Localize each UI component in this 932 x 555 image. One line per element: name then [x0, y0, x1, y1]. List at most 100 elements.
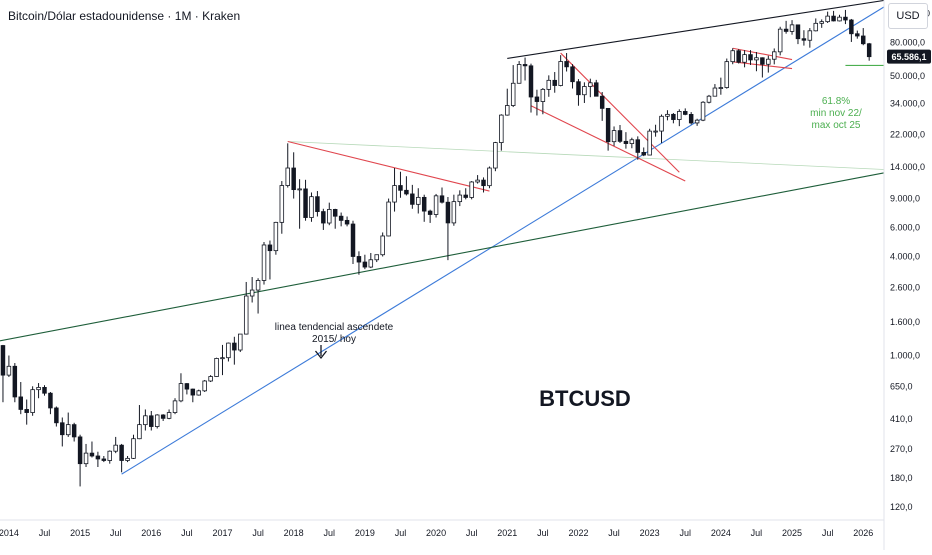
y-tick-label: 80.000,0: [890, 37, 925, 47]
candle-up: [249, 289, 255, 297]
candle-down: [522, 64, 528, 67]
candle-up: [202, 380, 207, 392]
candle-up: [718, 87, 724, 89]
annotations-layer: 61.8%min nov 22/max oct 25 linea tendenci…: [275, 96, 862, 360]
y-tick-label: 1.600,0: [890, 317, 920, 327]
candle-up: [214, 358, 219, 377]
price-axis-background: [884, 0, 932, 550]
candle-up: [582, 86, 587, 96]
candle-down: [24, 409, 29, 413]
candle-up: [469, 181, 474, 198]
candle-down: [60, 422, 65, 436]
candle-up: [261, 244, 267, 281]
y-tick-label: 180,0: [890, 473, 913, 483]
candle-down: [232, 342, 237, 351]
candle-up: [558, 61, 563, 86]
y-tick-label: 410,0: [890, 414, 913, 424]
candle-up: [825, 15, 830, 23]
candle-down: [398, 185, 403, 191]
candle-up: [724, 61, 730, 88]
candle-down: [149, 415, 154, 427]
candle-down: [427, 210, 433, 215]
candle-up: [6, 365, 12, 376]
candles-layer: [0, 9, 872, 487]
candle-down: [671, 113, 676, 120]
candle-up: [368, 259, 374, 268]
trendline-dark-green: [0, 171, 888, 342]
candle-down: [843, 16, 848, 21]
candle-up: [813, 22, 819, 32]
candle-up: [647, 130, 652, 156]
candle-up: [279, 185, 285, 223]
candle-up: [700, 101, 706, 121]
candle-up: [238, 333, 243, 351]
candle-down: [356, 256, 362, 263]
candle-up: [766, 58, 771, 65]
candle-up: [30, 389, 35, 413]
candle-up: [380, 235, 385, 256]
candle-down: [570, 66, 575, 83]
candle-down: [617, 130, 623, 142]
candle-up: [540, 88, 546, 102]
x-tick-label: 2017: [212, 528, 232, 538]
last-price-badge: [887, 49, 931, 64]
x-tick-label: Jul: [324, 528, 336, 538]
candle-up: [166, 412, 172, 419]
x-tick-label: 2018: [284, 528, 304, 538]
trendline-red: [560, 52, 680, 173]
candle-up: [36, 386, 41, 391]
x-tick-label: 2015: [70, 528, 90, 538]
candle-down: [332, 209, 338, 217]
candle-up: [807, 30, 813, 41]
candle-down: [463, 194, 468, 198]
candle-up: [505, 105, 510, 116]
x-tick-label: 2023: [640, 528, 660, 538]
x-tick-label: 2014: [0, 528, 19, 538]
candle-up: [208, 376, 213, 382]
candle-down: [338, 215, 344, 221]
down-arrow-icon: [314, 350, 328, 360]
candle-down: [71, 424, 77, 438]
candle-down: [605, 107, 611, 143]
candle-down: [89, 452, 95, 457]
candle-down: [831, 15, 836, 22]
candle-up: [777, 28, 783, 53]
candle-up: [107, 450, 112, 461]
candle-up: [178, 383, 184, 402]
candle-down: [445, 201, 451, 224]
candle-down: [77, 436, 83, 465]
x-tick-label: Jul: [822, 528, 834, 538]
x-tick-label: 2025: [782, 528, 802, 538]
x-tick-label: 2020: [426, 528, 446, 538]
candle-down: [101, 458, 107, 461]
y-tick-label: 6.000,0: [890, 223, 920, 233]
candle-up: [665, 113, 670, 117]
candle-up: [457, 194, 463, 203]
candle-down: [760, 57, 765, 65]
fib-label-line3: max oct 25: [812, 120, 861, 131]
candle-down: [421, 196, 427, 212]
candle-down: [54, 407, 59, 424]
candle-down: [362, 261, 368, 268]
candle-down: [623, 140, 629, 144]
candle-up: [451, 201, 457, 224]
candle-down: [534, 96, 540, 102]
x-tick-label: 2022: [568, 528, 588, 538]
candle-up: [172, 400, 178, 413]
last-price-label: 65.586,1: [891, 52, 926, 62]
candle-up: [510, 82, 516, 106]
candle-down: [410, 193, 415, 205]
candle-up: [255, 280, 261, 291]
candle-up: [143, 415, 148, 426]
candle-down: [0, 345, 6, 376]
y-tick-label: 9.000,0: [890, 194, 920, 204]
trend-annotation-line1: linea tendencial ascendete: [275, 322, 394, 333]
currency-button[interactable]: USD: [888, 3, 928, 29]
x-tick-label: Jul: [608, 528, 620, 538]
symbol-title[interactable]: Bitcoin/Dólar estadounidense · 1M · Krak…: [8, 9, 241, 23]
candle-down: [184, 383, 190, 390]
candle-down: [344, 219, 350, 225]
trendline-light-green: [287, 141, 887, 170]
